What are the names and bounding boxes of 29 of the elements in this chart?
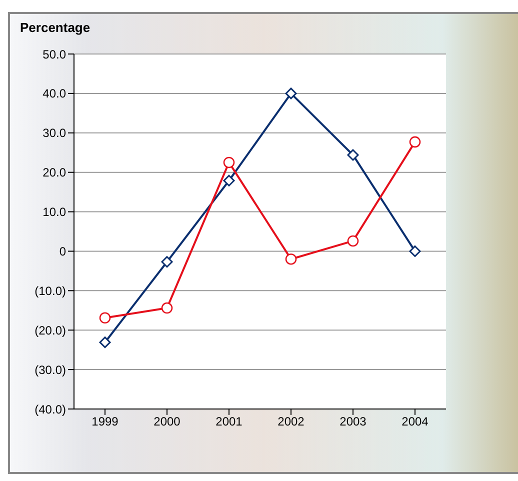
y-tick-label: (30.0)	[34, 362, 66, 377]
y-tick-label: 50.0	[42, 47, 66, 62]
y-tick-label: 20.0	[42, 166, 66, 180]
x-tick-label: 1999	[92, 414, 119, 429]
x-tick-label: 2001	[216, 414, 243, 429]
y-axis-title: Percentage	[20, 20, 90, 35]
point	[99, 336, 111, 348]
point	[161, 302, 173, 314]
y-tick-label: 10.0	[42, 205, 66, 220]
point	[409, 136, 421, 148]
point	[161, 256, 173, 268]
x-tick-label: 2002	[278, 414, 305, 429]
y-tick-label: (40.0)	[34, 402, 66, 416]
point	[223, 156, 235, 168]
point	[285, 253, 297, 265]
x-tick-label: 2003	[340, 414, 367, 429]
point	[285, 88, 297, 100]
y-tick-label: 30.0	[42, 126, 66, 140]
y-tick-label: 40.0	[42, 86, 66, 101]
point	[347, 149, 359, 161]
x-tick-label: 2000	[154, 414, 181, 429]
point	[409, 245, 421, 257]
point	[99, 312, 111, 324]
y-tick-label: (20.0)	[34, 323, 66, 338]
x-tick-label: 2004	[402, 414, 429, 429]
point	[223, 174, 235, 186]
y-tick-label: (10.0)	[34, 284, 66, 298]
y-tick-label: 0	[59, 244, 66, 258]
point	[347, 235, 359, 247]
